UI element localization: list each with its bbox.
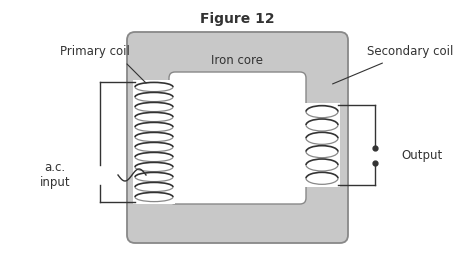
Text: a.c.
input: a.c. input <box>40 161 70 189</box>
Text: Output: Output <box>401 148 443 162</box>
FancyBboxPatch shape <box>169 72 306 204</box>
Text: Secondary coil: Secondary coil <box>367 45 453 59</box>
Text: Primary coil: Primary coil <box>60 45 130 59</box>
FancyBboxPatch shape <box>127 32 348 243</box>
Text: Iron core: Iron core <box>211 54 263 67</box>
Text: Figure 12: Figure 12 <box>200 12 274 26</box>
Bar <box>304 103 340 187</box>
Bar <box>133 80 175 204</box>
